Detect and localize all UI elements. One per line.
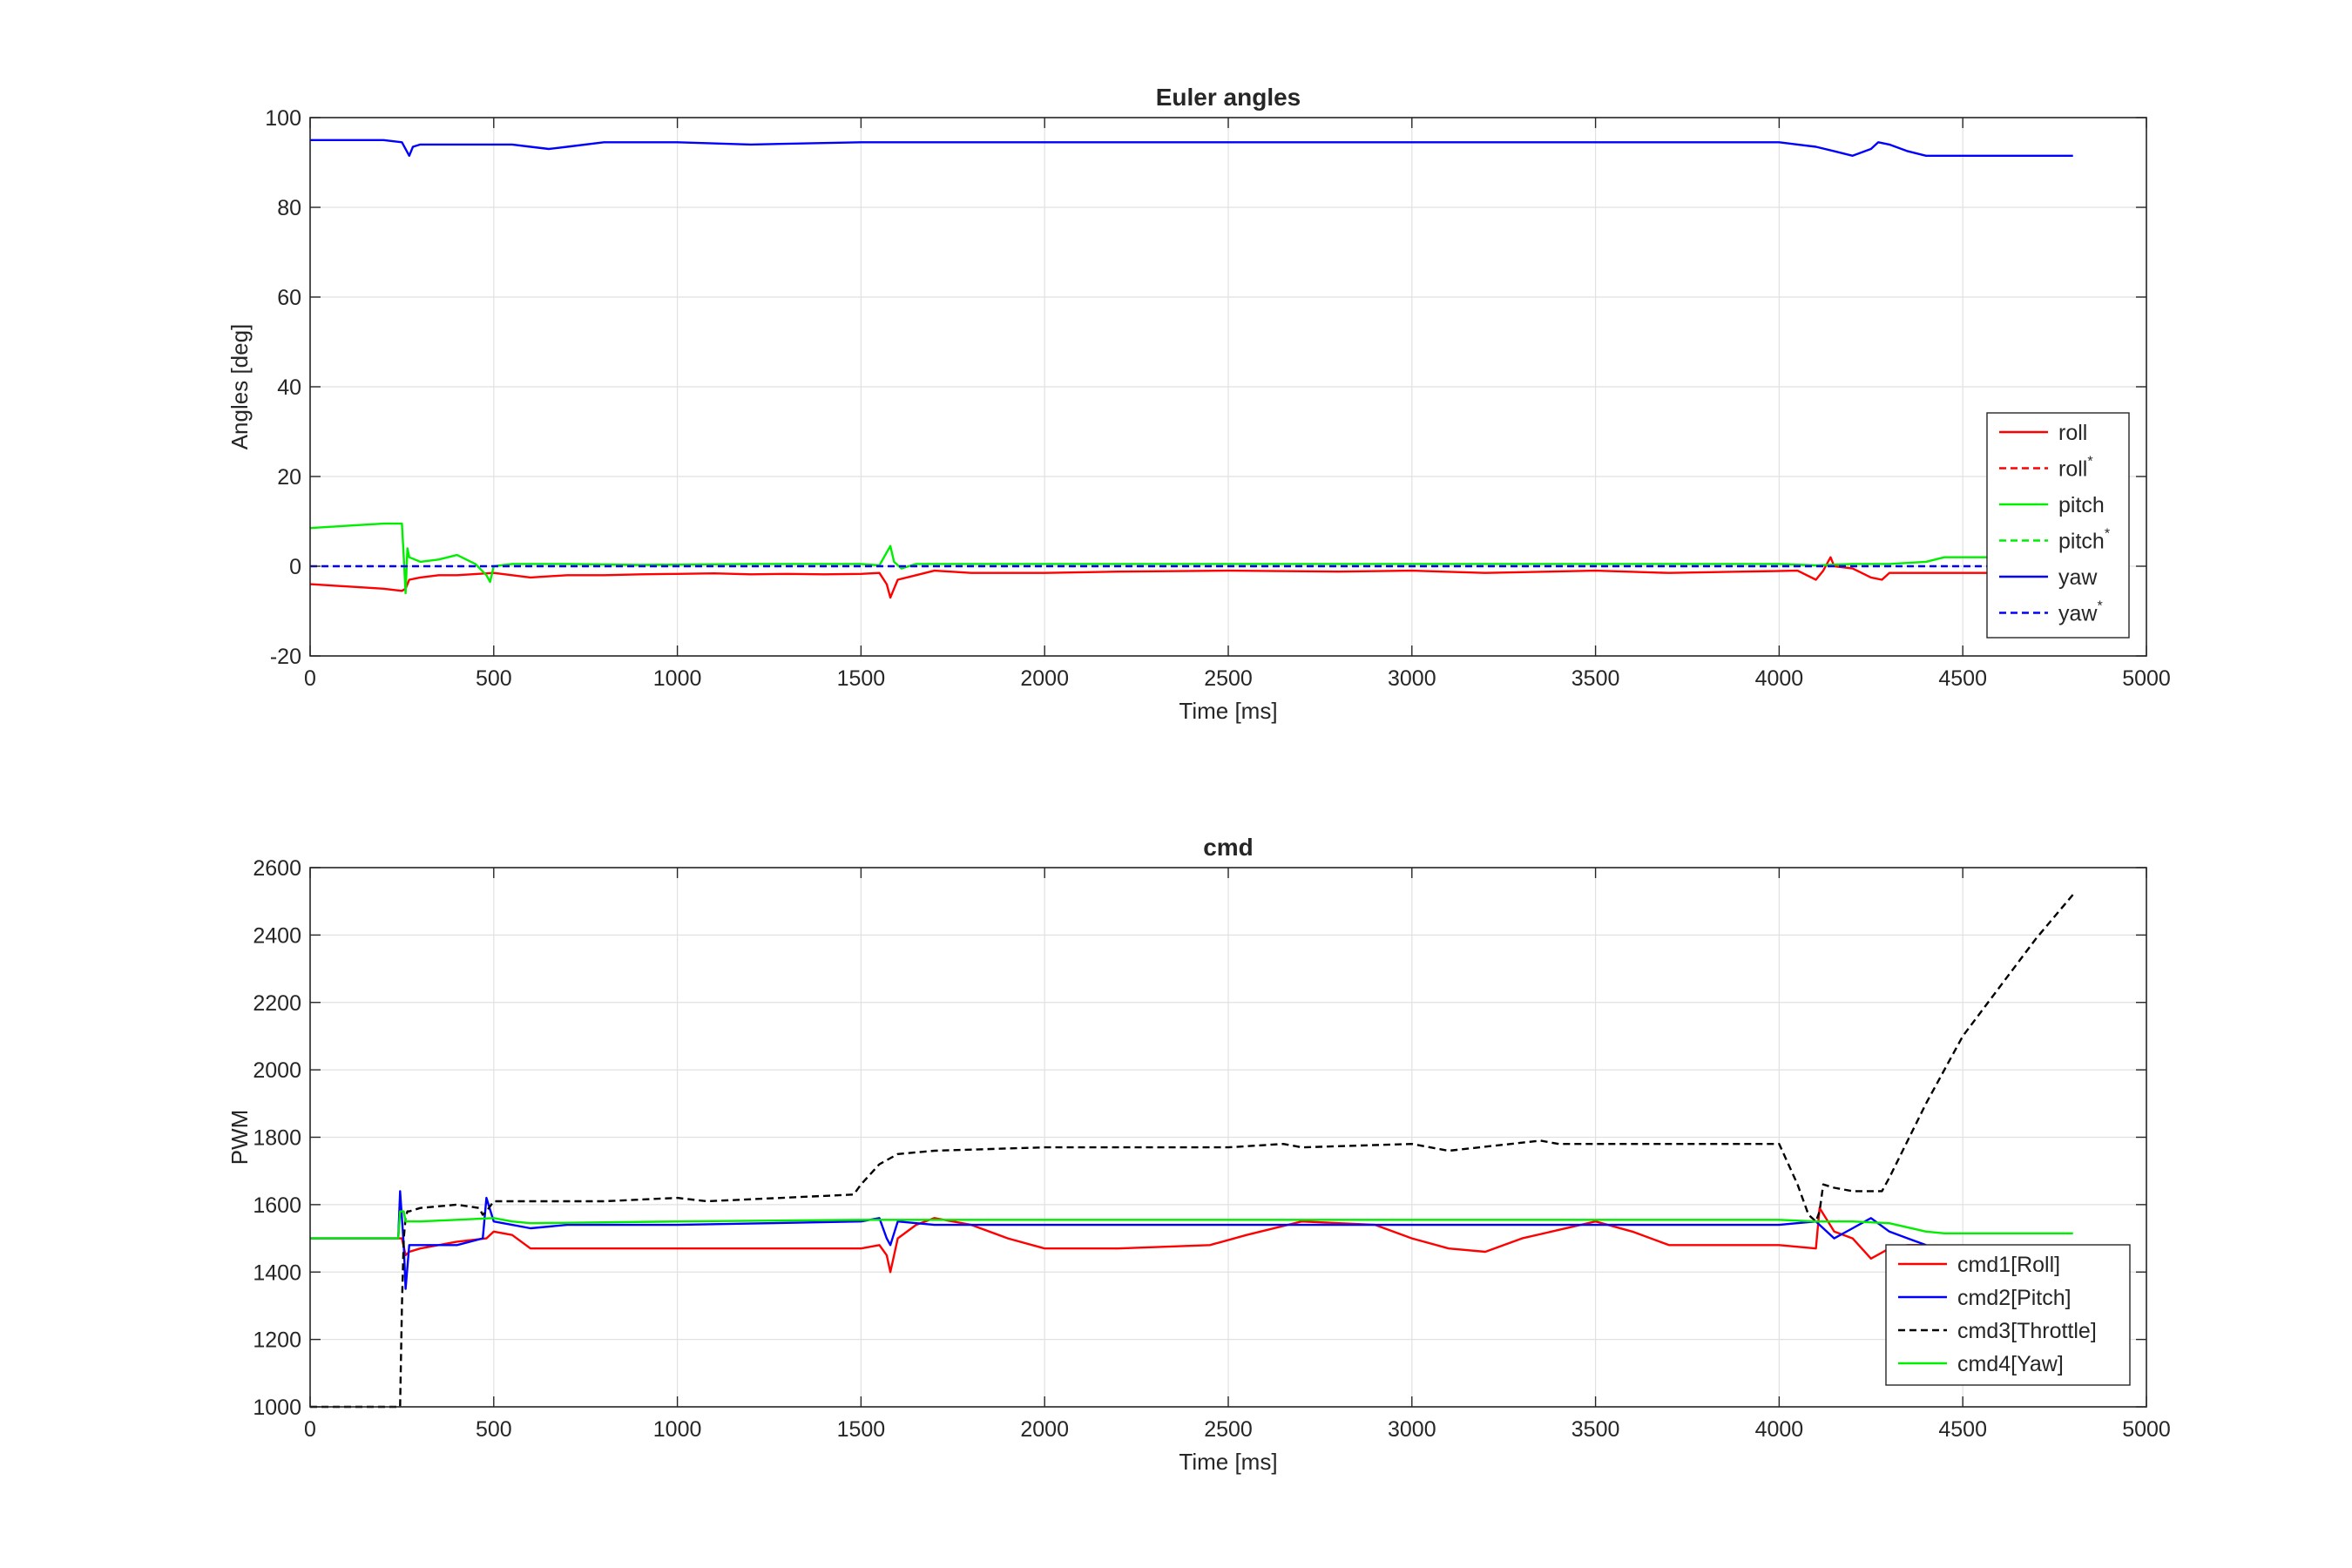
euler-angles-panel: 0 500 1000 1500 2000 2500 3000 3500 4000 4500 5000… [226, 84, 2171, 724]
cmd-x-axis-label: Time [ms] [1179, 1449, 1277, 1475]
y-tick-label: 20 [277, 465, 301, 490]
x-tick-label: 0 [304, 666, 316, 691]
x-tick-label: 5000 [2122, 1417, 2171, 1442]
legend-label-cmd2-pitch: cmd2[Pitch] [1957, 1286, 2072, 1310]
y-tick-label: 1600 [253, 1193, 301, 1218]
x-tick-label: 1500 [837, 666, 886, 691]
x-tick-label: 4500 [1938, 1417, 1987, 1442]
legend-label-superscript: * [2097, 599, 2102, 614]
y-tick-label: 2600 [253, 856, 301, 881]
legend-label-text: cmd1[Roll] [1957, 1253, 2060, 1277]
legend-label-text: pitch [2058, 530, 2105, 554]
legend-label-text: cmd2[Pitch] [1957, 1286, 2072, 1310]
legend-label-cmd4-yaw: cmd4[Yaw] [1957, 1352, 2064, 1376]
x-tick-label: 2000 [1020, 666, 1069, 691]
x-tick-label: 0 [304, 1417, 316, 1442]
legend-label-text: yaw [2058, 602, 2098, 626]
legend-label-roll: roll [2058, 421, 2087, 445]
x-tick-label: 4000 [1755, 1417, 1804, 1442]
x-tick-label: 4000 [1755, 666, 1804, 691]
x-tick-label: 2000 [1020, 1417, 1069, 1442]
y-tick-label: 2000 [253, 1058, 301, 1083]
euler-angles-x-axis-label: Time [ms] [1179, 698, 1277, 724]
cmd-title: cmd [1203, 834, 1254, 861]
euler-angles-series-yaw [310, 139, 2073, 158]
legend-label-cmd1-roll: cmd1[Roll] [1957, 1253, 2060, 1277]
y-tick-label: -20 [270, 645, 301, 669]
euler-angles-series-pitch [309, 522, 2073, 595]
cmd-panel: 0 500 1000 1500 2000 2500 3000 3500 4000 4500 5000… [226, 834, 2171, 1475]
legend-label-superscript: * [2105, 527, 2110, 542]
x-tick-label: 1500 [837, 1417, 886, 1442]
y-tick-label: 1400 [253, 1260, 301, 1285]
cmd-y-axis-label: PWM [226, 1110, 253, 1166]
y-tick-label: 1800 [253, 1126, 301, 1151]
y-tick-label: 1200 [253, 1328, 301, 1353]
euler-angles-series-roll [309, 556, 2073, 599]
y-tick-label: 100 [265, 106, 301, 131]
x-tick-label: 2500 [1204, 666, 1253, 691]
x-tick-label: 3500 [1571, 666, 1620, 691]
legend-label-pitch-star: pitch* [2058, 527, 2110, 554]
euler-angles-title: Euler angles [1156, 84, 1301, 111]
x-tick-label: 3000 [1388, 1417, 1436, 1442]
x-tick-label: 3000 [1388, 666, 1436, 691]
x-tick-label: 5000 [2122, 666, 2171, 691]
y-tick-label: 60 [277, 286, 301, 310]
x-tick-label: 4500 [1938, 666, 1987, 691]
legend-box [1885, 1244, 2131, 1386]
legend-label-text: cmd4[Yaw] [1957, 1352, 2064, 1376]
legend-label-pitch: pitch [2058, 493, 2105, 517]
x-tick-label: 2500 [1204, 1417, 1253, 1442]
legend-label-yaw-star: yaw* [2058, 599, 2103, 626]
x-tick-label: 500 [476, 666, 512, 691]
y-tick-label: 0 [289, 555, 301, 579]
cmd-series-cmd2-pitch [310, 1190, 1927, 1290]
legend-label-text: pitch [2058, 493, 2105, 517]
euler-angles-y-axis-label: Angles [deg] [226, 324, 253, 450]
cmd-series-cmd4-yaw [310, 1210, 2073, 1240]
legend-label-roll-star: roll* [2058, 455, 2093, 482]
y-tick-label: 1000 [253, 1396, 301, 1420]
legend-label-text: cmd3[Throttle] [1957, 1319, 2097, 1343]
y-tick-label: 2400 [253, 923, 301, 948]
legend-label-text: yaw [2058, 565, 2098, 590]
cmd-legend: cmd1[Roll] cmd2[Pitch] cmd3[Throttle] cmd4[… [1885, 1244, 2131, 1386]
legend-label-yaw: yaw [2058, 565, 2098, 590]
legend-box [1986, 412, 2130, 639]
x-tick-label: 3500 [1571, 1417, 1620, 1442]
y-tick-label: 40 [277, 375, 301, 400]
legend-label-superscript: * [2087, 455, 2092, 470]
legend-label-text: roll [2058, 421, 2087, 445]
y-tick-label: 2200 [253, 991, 301, 1016]
x-tick-label: 500 [476, 1417, 512, 1442]
cmd-series-cmd3-throttle [310, 894, 2074, 1409]
legend-label-text: roll [2058, 457, 2087, 482]
y-tick-label: 80 [277, 196, 301, 220]
legend-label-cmd3-throttle: cmd3[Throttle] [1957, 1319, 2097, 1343]
cmd-series-cmd1-roll [310, 1206, 1926, 1274]
x-tick-label: 1000 [653, 666, 702, 691]
x-tick-label: 1000 [653, 1417, 702, 1442]
